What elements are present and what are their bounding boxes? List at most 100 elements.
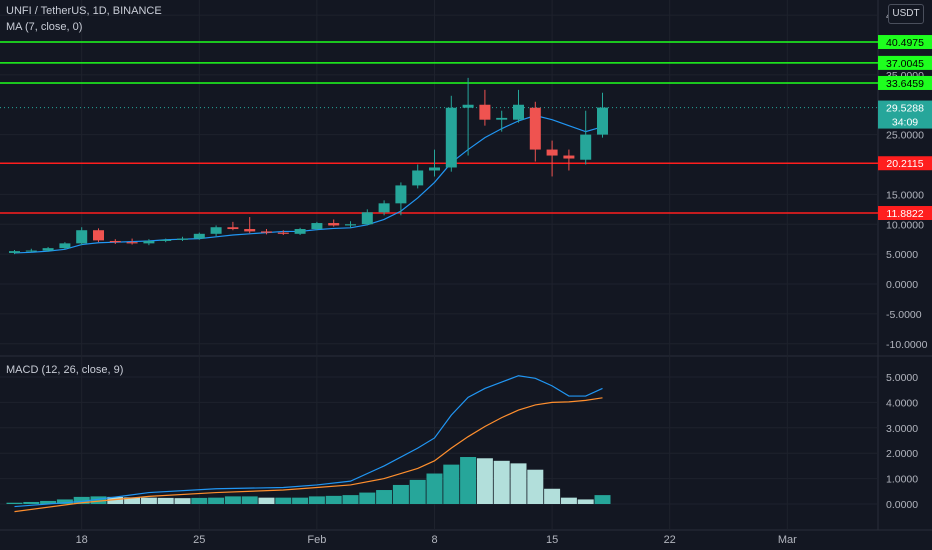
candles-layer [9, 77, 608, 255]
candle-body [445, 107, 457, 168]
candle-body [277, 232, 289, 234]
candle-body [311, 223, 323, 230]
price-tick-label: 0.0000 [886, 279, 918, 291]
candle-body [496, 117, 508, 120]
macd-line [14, 375, 603, 508]
candle-body [9, 251, 20, 253]
candle-body [345, 224, 356, 226]
macd-histogram-bar [73, 496, 90, 504]
macd-histogram-bar [224, 496, 241, 504]
support-level-label: 20.2115 [886, 158, 923, 170]
macd-histogram-bar [527, 469, 544, 504]
macd-histogram-bar [493, 460, 510, 504]
candle-body [429, 167, 440, 171]
candle-body [25, 250, 37, 252]
macd-histogram-bar [90, 496, 107, 504]
macd-histogram-bar [560, 497, 577, 504]
macd-tick-label: 5.0000 [886, 372, 918, 384]
horizontal-levels [0, 41, 878, 214]
candle-body [193, 233, 205, 239]
candle-body [513, 104, 524, 120]
price-axis: 45.000035.000025.000015.000010.00005.000… [878, 10, 932, 511]
candle-body [412, 170, 424, 186]
candle-body [261, 231, 272, 233]
macd-histogram-bar [308, 496, 325, 504]
candle-body [529, 107, 541, 150]
candle-body [378, 203, 390, 213]
macd-histogram-bar [258, 497, 275, 504]
time-tick-label: 25 [193, 534, 205, 546]
macd-histogram-bar [409, 479, 426, 504]
candle-body [546, 149, 558, 156]
macd-histogram-layer [6, 457, 611, 504]
macd-tick-label: 0.0000 [886, 499, 918, 511]
resistance-level-tag [878, 55, 932, 70]
macd-histogram-bar [426, 473, 443, 504]
candle-body [160, 239, 172, 241]
time-tick-label: 8 [431, 534, 437, 546]
candle-body [479, 104, 491, 120]
candle-body [76, 230, 88, 244]
resistance-level-tag [878, 75, 932, 90]
grid [0, 0, 932, 531]
candle-body [177, 238, 188, 240]
macd-signal-line [14, 397, 603, 513]
macd-histogram-bar [392, 484, 409, 504]
ma-legend: MA (7, close, 0) [6, 21, 83, 33]
time-tick-label: Feb [307, 534, 326, 546]
macd-histogram-bar [140, 497, 157, 504]
price-tick-label: 5.0000 [886, 249, 918, 261]
macd-tick-label: 2.0000 [886, 448, 918, 460]
macd-histogram-bar [40, 500, 57, 504]
time-tick-label: 22 [664, 534, 676, 546]
macd-histogram-bar [510, 463, 527, 504]
macd-lines-layer [14, 375, 603, 513]
support-level-label: 11.8822 [886, 208, 923, 220]
macd-histogram-bar [594, 495, 611, 504]
candle-body [395, 185, 407, 204]
time-tick-label: 18 [76, 534, 88, 546]
price-tick-label: 25.0000 [886, 130, 924, 142]
macd-histogram-bar [544, 488, 561, 504]
last-price-tag [878, 100, 932, 129]
macd-histogram-bar [325, 495, 342, 504]
macd-histogram-bar [23, 501, 40, 504]
macd-histogram-bar [6, 502, 23, 504]
price-tick-label: 10.0000 [886, 219, 924, 231]
ma-7-line [14, 114, 603, 254]
candle-body [361, 212, 373, 225]
macd-histogram-bar [359, 492, 376, 504]
candle-body [580, 134, 592, 160]
candle-body [59, 243, 71, 249]
macd-histogram-bar [342, 495, 359, 504]
price-tick-label: -5.0000 [886, 309, 922, 321]
macd-histogram-bar [292, 497, 309, 504]
support-level-tag [878, 156, 932, 171]
resistance-level-label: 40.4975 [886, 37, 924, 49]
currency-badge[interactable]: USDT [888, 4, 924, 24]
candle-body [227, 227, 239, 230]
candle-body [462, 104, 474, 108]
support-level-tag [878, 206, 932, 221]
ma-line-layer [14, 114, 603, 254]
resistance-level-label: 33.6459 [886, 78, 924, 90]
candle-body [126, 242, 138, 244]
candle-body [563, 155, 575, 159]
macd-histogram-bar [241, 496, 258, 504]
macd-histogram-bar [460, 457, 477, 504]
time-axis: 18 25 Feb 8 15 22 Mar [76, 534, 798, 546]
price-tick-label: 15.0000 [886, 189, 924, 201]
macd-histogram-bar [174, 498, 191, 504]
macd-histogram-bar [56, 499, 73, 504]
candle-body [294, 229, 306, 234]
macd-histogram-bar [443, 464, 460, 504]
macd-histogram-bar [191, 497, 208, 504]
candle-body [244, 229, 256, 232]
resistance-level-tag [878, 35, 932, 50]
symbol-title: UNFI / TetherUS, 1D, BINANCE [6, 5, 162, 17]
macd-histogram-bar [376, 490, 393, 504]
macd-histogram-bar [476, 458, 493, 504]
candle-body [597, 107, 608, 135]
candle-body [210, 227, 222, 234]
